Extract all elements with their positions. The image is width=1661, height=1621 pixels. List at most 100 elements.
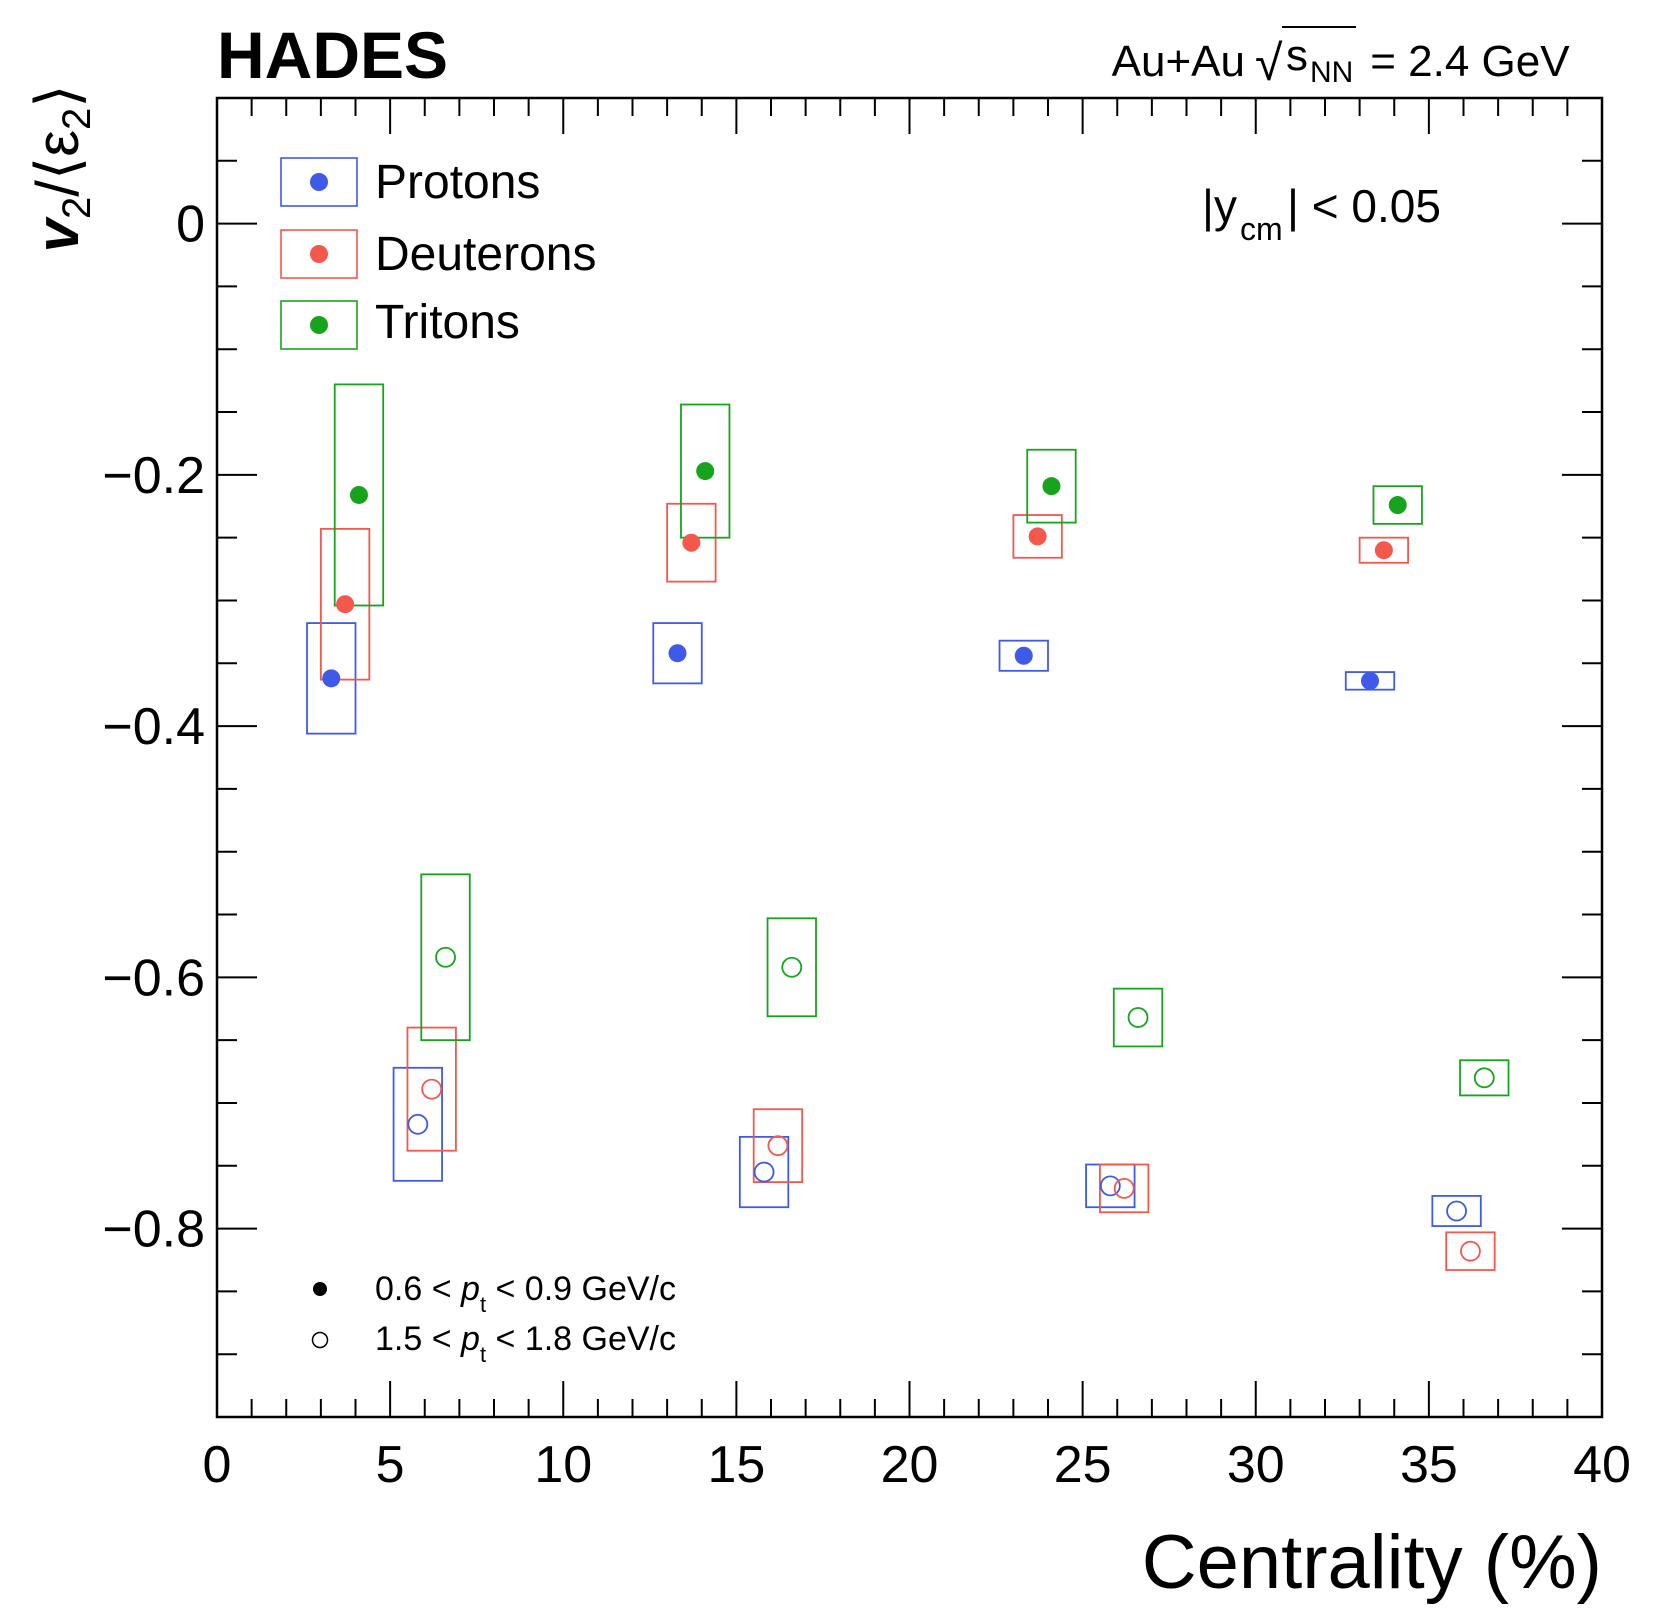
point-protons-low-pt: [322, 669, 341, 688]
legend-pt: 0.6 < pt < 0.9 GeV/c 1.5 < pt < 1.8 GeV/…: [311, 1270, 676, 1367]
point-deuterons-low-pt: [1374, 541, 1393, 560]
point-tritons-low-pt: [349, 485, 368, 504]
sys-box-deuterons-high-pt: [1099, 1163, 1150, 1214]
sys-box-tritons-low-pt: [1026, 448, 1077, 524]
sys-box-deuterons-high-pt: [1445, 1231, 1496, 1271]
point-tritons-high-pt: [435, 946, 456, 968]
svg-text:v2/⟨ε2⟩: v2/⟨ε2⟩: [24, 1, 99, 369]
sys-box-deuterons-low-pt: [1012, 514, 1063, 559]
sys-box-protons-high-pt: [738, 1135, 790, 1209]
x-tick-label: 40: [1573, 1436, 1631, 1494]
sys-box-protons-low-pt: [652, 622, 703, 685]
x-tick-label: 35: [1400, 1436, 1458, 1494]
sys-box-deuterons-high-pt: [406, 1026, 457, 1152]
legend-tritons-marker: [310, 316, 328, 334]
energy-sub: NN: [1310, 56, 1353, 89]
point-deuterons-high-pt: [1113, 1177, 1135, 1199]
sqrt-symbol: √: [1255, 35, 1283, 91]
collision-label: Au+Au: [1112, 37, 1245, 86]
sys-box-tritons-high-pt: [1112, 987, 1164, 1048]
legend-pt-high-pre: 1.5 <: [375, 1320, 461, 1358]
legend-item-deuterons: Deuterons: [280, 228, 596, 281]
point-deuterons-low-pt: [682, 533, 701, 552]
legend-pt-low-post: < 0.9 GeV/c: [486, 1270, 676, 1308]
systematic-boxes: [306, 383, 1510, 1271]
sys-box-tritons-low-pt: [333, 383, 385, 607]
x-tick-label: 30: [1227, 1436, 1285, 1494]
sys-box-protons-low-pt: [306, 622, 357, 735]
x-tick-label: 10: [534, 1436, 592, 1494]
ylabel-v: v: [24, 215, 91, 252]
x-axis-label: Centrality (%): [1142, 1520, 1602, 1605]
rapidity-cut-label: |y cm | < 0.05: [1202, 180, 1441, 247]
ylabel-end: ⟩: [24, 84, 91, 107]
point-protons-low-pt: [668, 644, 687, 663]
legend-pt-low-sub: t: [480, 1292, 486, 1317]
legend-pt-high: 1.5 < pt < 1.8 GeV/c: [311, 1320, 676, 1367]
energy-value: = 2.4 GeV: [1358, 37, 1570, 86]
x-tick-label: 0: [203, 1436, 232, 1494]
legend-deuterons-marker: [310, 245, 328, 263]
point-protons-high-pt: [1099, 1175, 1121, 1197]
y-tick-label: −0.6: [102, 949, 205, 1007]
point-deuterons-high-pt: [1460, 1240, 1481, 1262]
data-markers: [322, 462, 1495, 1262]
point-protons-high-pt: [1446, 1200, 1467, 1222]
legend-protons-box: [280, 157, 358, 207]
legend-pt-low-marker: [313, 1282, 327, 1296]
sys-box-deuterons-high-pt: [752, 1108, 804, 1183]
svg-text:0.6 < pt < 0.9 GeV/c: 0.6 < pt < 0.9 GeV/c: [375, 1270, 676, 1317]
point-tritons-high-pt: [1127, 1007, 1149, 1028]
legend-deuterons-label: Deuterons: [375, 228, 596, 281]
point-tritons-low-pt: [696, 462, 715, 481]
y-tick-label: −0.8: [102, 1201, 205, 1259]
sys-box-protons-high-pt: [1431, 1195, 1482, 1227]
rapidity-suffix: | < 0.05: [1287, 180, 1441, 232]
point-deuterons-low-pt: [1028, 527, 1047, 546]
point-tritons-low-pt: [1042, 477, 1061, 496]
sys-box-tritons-low-pt: [680, 403, 731, 539]
y-tick-label: −0.2: [102, 447, 205, 505]
collision-energy-label: Au+Au √ s NN = 2.4 GeV: [1112, 26, 1570, 91]
point-tritons-high-pt: [781, 956, 803, 978]
sys-box-tritons-high-pt: [766, 917, 817, 1018]
chart-title: HADES: [217, 18, 448, 92]
point-protons-low-pt: [1014, 646, 1033, 665]
y-tick-label: −0.4: [102, 698, 205, 756]
legend-pt-low-p: p: [460, 1270, 480, 1308]
point-deuterons-high-pt: [421, 1078, 443, 1100]
axes: 0 5 10 15 20 25 30 35 40 0 −0.2 −0.4 −0.6 −0.8: [102, 96, 1631, 1494]
energy-s: s: [1286, 31, 1308, 80]
legend-pt-low-pre: 0.6 <: [375, 1270, 461, 1308]
sys-box-protons-high-pt: [392, 1066, 443, 1182]
point-protons-high-pt: [407, 1113, 429, 1135]
legend-protons-marker: [310, 173, 328, 191]
sys-box-tritons-high-pt: [420, 873, 471, 1042]
point-protons-low-pt: [1361, 671, 1380, 690]
sys-box-deuterons-low-pt: [319, 527, 371, 681]
sys-box-deuterons-low-pt: [1358, 536, 1409, 564]
ylabel-v-sub: 2: [55, 197, 99, 219]
legend-pt-high-sub: t: [480, 1342, 486, 1367]
point-deuterons-low-pt: [336, 595, 355, 614]
legend-item-tritons: Tritons: [280, 296, 520, 350]
y-axis-label: v2/⟨ε2⟩: [24, 1, 99, 369]
legend-pt-low: 0.6 < pt < 0.9 GeV/c: [313, 1270, 676, 1317]
point-protons-high-pt: [753, 1161, 775, 1183]
y-tick-label: 0: [176, 196, 205, 254]
x-tick-label: 15: [707, 1436, 765, 1494]
sys-box-tritons-low-pt: [1372, 485, 1423, 525]
x-tick-label: 5: [376, 1436, 405, 1494]
rapidity-prefix: |y: [1202, 180, 1237, 232]
legend-pt-high-marker: [311, 1331, 329, 1349]
ylabel-eps-sub: 2: [55, 108, 99, 130]
rapidity-sub: cm: [1240, 211, 1283, 247]
legend-protons-label: Protons: [375, 156, 540, 209]
legend-deuterons-box: [280, 229, 358, 279]
ylabel-mid: /⟨ε: [24, 130, 91, 197]
sys-box-protons-low-pt: [998, 639, 1049, 672]
legend-tritons-box: [280, 300, 358, 350]
sys-box-protons-high-pt: [1085, 1163, 1136, 1209]
legend-pt-high-post: < 1.8 GeV/c: [486, 1320, 676, 1358]
